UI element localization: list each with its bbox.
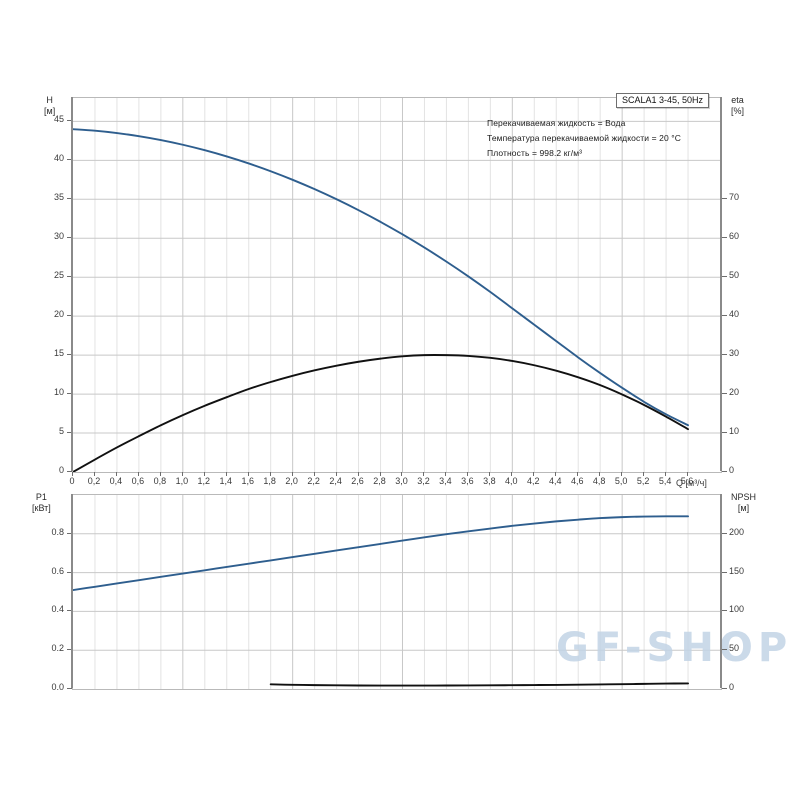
- eta-tick-20: 20: [729, 387, 740, 398]
- q-tick-1-0: 1,0: [175, 476, 189, 486]
- h-tick-30: 30: [53, 231, 64, 242]
- axis-tick-mark: [722, 237, 727, 238]
- q-tick-0-8: 0,8: [153, 476, 167, 486]
- npsh-tick-200: 200: [729, 526, 745, 537]
- q-tick-1-2: 1,2: [197, 476, 211, 486]
- power-npsh-plot: [72, 494, 722, 690]
- q-tick-4-8: 4,8: [592, 476, 606, 486]
- eta-tick-30: 30: [729, 348, 740, 359]
- h-axis-name: H: [46, 95, 53, 105]
- h-tick-15: 15: [53, 348, 64, 359]
- info-line-temperature: Температура перекачиваемой жидкости = 20…: [487, 133, 681, 143]
- q-tick-2-2: 2,2: [307, 476, 320, 486]
- axis-tick-mark: [722, 610, 727, 611]
- q-tick-4-0: 4,0: [505, 476, 518, 486]
- axis-tick-mark: [722, 471, 727, 472]
- q-tick-4-2: 4,2: [527, 476, 540, 486]
- p1-tick-0-8: 0.8: [51, 526, 64, 537]
- q-tick-2-6: 2,6: [351, 476, 364, 486]
- head-efficiency-svg: [73, 98, 721, 472]
- axis-tick-mark: [722, 533, 727, 534]
- axis-tick-mark: [722, 354, 727, 355]
- h-axis-unit: [м]: [44, 106, 56, 116]
- eta-tick-50: 50: [729, 270, 740, 281]
- h-tick-40: 40: [53, 153, 64, 164]
- npsh-axis-name: NPSH: [731, 492, 757, 502]
- q-tick-1-6: 1,6: [241, 476, 254, 486]
- q-tick-5-4: 5,4: [658, 476, 672, 486]
- npsh-curve: [269, 682, 689, 687]
- axis-tick-mark: [722, 432, 727, 433]
- h-tick-25: 25: [53, 270, 64, 281]
- h-tick-35: 35: [53, 192, 64, 203]
- eta-tick-40: 40: [729, 309, 740, 320]
- axis-tick-mark: [722, 315, 727, 316]
- q-tick-4-4: 4,4: [548, 476, 562, 486]
- eta-axis-name: eta: [731, 95, 744, 105]
- h-tick-5: 5: [58, 426, 64, 437]
- h-tick-0: 0: [58, 465, 64, 475]
- q-axis-label: Q [м³/ч]: [676, 478, 707, 488]
- q-tick-2-0: 2,0: [285, 476, 298, 486]
- q-tick-4-6: 4,6: [570, 476, 584, 486]
- p1-tick-0-0: 0.0: [51, 682, 64, 692]
- h-tick-10: 10: [53, 387, 64, 398]
- axis-tick-mark: [722, 572, 727, 573]
- h-axis-title: H [м]: [44, 95, 55, 117]
- eta-tick-0: 0: [729, 465, 735, 475]
- q-tick-1-8: 1,8: [263, 476, 276, 486]
- p1-tick-0-2: 0.2: [51, 643, 64, 654]
- p1-axis-name: P1: [35, 492, 47, 502]
- axis-tick-mark: [722, 276, 727, 277]
- q-tick-1-4: 1,4: [219, 476, 232, 486]
- axis-tick-mark: [722, 688, 727, 689]
- watermark-gf-shop: GF-SHOP: [556, 625, 793, 671]
- p1-tick-0-6: 0.6: [51, 565, 64, 576]
- p1-tick-0-4: 0.4: [51, 604, 64, 615]
- q-tick-3-2: 3,2: [417, 476, 430, 486]
- q-tick-5-0: 5,0: [614, 476, 628, 486]
- q-tick-0: 0: [69, 476, 75, 486]
- q-tick-0-6: 0,6: [131, 476, 145, 486]
- q-tick-3-6: 3,6: [461, 476, 474, 486]
- q-tick-0-2: 0,2: [87, 476, 101, 486]
- npsh-axis-title: NPSH [м]: [731, 492, 756, 514]
- q-tick-5-2: 5,2: [636, 476, 650, 486]
- efficiency-curve: [73, 354, 689, 472]
- head-efficiency-plot: [72, 97, 722, 473]
- p1-axis-unit: [кВт]: [32, 503, 51, 513]
- h-tick-20: 20: [53, 309, 64, 320]
- npsh-axis-unit: [м]: [737, 503, 750, 513]
- npsh-tick-100: 100: [729, 604, 745, 615]
- q-tick-2-8: 2,8: [373, 476, 386, 486]
- q-tick-0-4: 0,4: [109, 476, 123, 486]
- eta-tick-10: 10: [729, 426, 740, 437]
- axis-tick-mark: [722, 393, 727, 394]
- eta-tick-60: 60: [729, 231, 740, 242]
- head-curve: [73, 128, 689, 427]
- power-npsh-svg: [73, 495, 721, 689]
- p1-axis-title: P1 [кВт]: [32, 492, 51, 514]
- model-title-box: SCALA1 3-45, 50Hz: [616, 93, 710, 108]
- q-tick-3-0: 3,0: [395, 476, 408, 486]
- eta-axis-title: eta [%]: [731, 95, 744, 117]
- power-curve: [73, 515, 689, 592]
- eta-axis-unit: [%]: [731, 106, 745, 116]
- axis-tick-mark: [722, 198, 727, 199]
- info-line-liquid: Перекачиваемая жидкость = Вода: [487, 118, 626, 128]
- q-tick-3-8: 3,8: [483, 476, 496, 486]
- q-tick-2-4: 2,4: [329, 476, 342, 486]
- npsh-tick-150: 150: [729, 565, 745, 576]
- q-tick-3-4: 3,4: [439, 476, 452, 486]
- info-line-density: Плотность = 998.2 кг/м³: [487, 148, 583, 158]
- eta-tick-70: 70: [729, 192, 740, 203]
- npsh-tick-0: 0: [729, 682, 735, 692]
